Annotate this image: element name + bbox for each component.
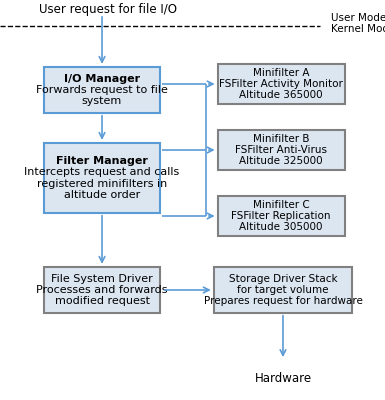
- Text: Minifilter B: Minifilter B: [253, 134, 309, 144]
- Text: FSFilter Anti-Virus: FSFilter Anti-Virus: [235, 145, 327, 155]
- Text: altitude order: altitude order: [64, 190, 140, 200]
- Text: User request for file I/O: User request for file I/O: [39, 4, 177, 16]
- Text: Hardware: Hardware: [254, 372, 311, 384]
- Text: File System Driver: File System Driver: [51, 274, 153, 284]
- Text: Altitude 365000: Altitude 365000: [239, 90, 323, 100]
- FancyBboxPatch shape: [44, 67, 160, 113]
- FancyBboxPatch shape: [214, 267, 352, 313]
- Text: Forwards request to file: Forwards request to file: [36, 85, 168, 95]
- FancyBboxPatch shape: [44, 267, 160, 313]
- Text: Altitude 325000: Altitude 325000: [239, 156, 323, 166]
- FancyBboxPatch shape: [218, 196, 345, 236]
- Text: Intercepts request and calls: Intercepts request and calls: [24, 167, 180, 177]
- Text: modified request: modified request: [55, 296, 149, 306]
- Text: I/O Manager: I/O Manager: [64, 74, 140, 84]
- FancyBboxPatch shape: [44, 143, 160, 213]
- Text: User Mode: User Mode: [331, 13, 385, 23]
- Text: Minifilter A: Minifilter A: [253, 68, 309, 78]
- FancyBboxPatch shape: [218, 130, 345, 170]
- Text: Minifilter C: Minifilter C: [253, 200, 310, 210]
- Text: FSFilter Activity Monitor: FSFilter Activity Monitor: [219, 79, 343, 89]
- Text: Processes and forwards: Processes and forwards: [36, 285, 168, 295]
- Text: registered minifilters in: registered minifilters in: [37, 178, 167, 189]
- Text: Kernel Mode: Kernel Mode: [331, 24, 385, 34]
- Text: Altitude 305000: Altitude 305000: [239, 222, 323, 232]
- Text: FSFilter Replication: FSFilter Replication: [231, 211, 331, 221]
- Text: Prepares request for hardware: Prepares request for hardware: [204, 296, 362, 306]
- Text: Storage Driver Stack: Storage Driver Stack: [229, 274, 337, 284]
- FancyBboxPatch shape: [218, 64, 345, 104]
- Text: for target volume: for target volume: [237, 285, 329, 295]
- Text: Filter Manager: Filter Manager: [56, 156, 148, 166]
- Text: system: system: [82, 96, 122, 106]
